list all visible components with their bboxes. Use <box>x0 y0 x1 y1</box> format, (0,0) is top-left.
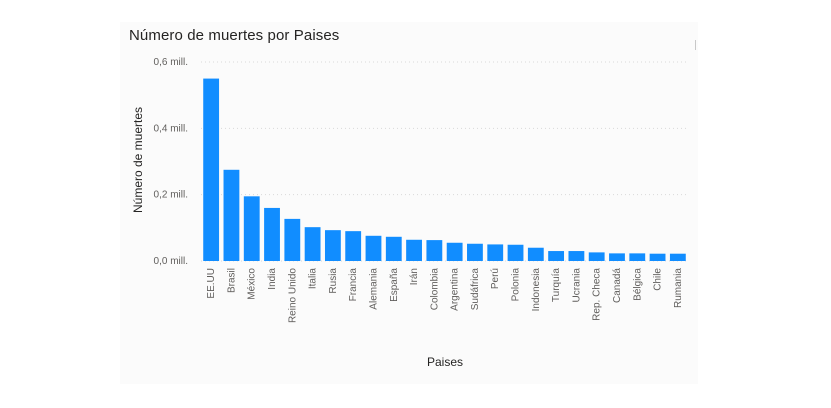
y-tick-label: 0,6 mill. <box>154 57 188 68</box>
bar[interactable] <box>467 243 483 261</box>
bar[interactable] <box>588 252 605 261</box>
bar[interactable] <box>609 253 625 261</box>
x-tick-label: Ucrania <box>571 268 582 303</box>
x-tick-label: Colombia <box>429 268 440 311</box>
bar[interactable] <box>365 235 382 261</box>
bar[interactable] <box>304 227 321 261</box>
x-tick-label: Francia <box>348 268 359 302</box>
bar[interactable] <box>243 196 260 261</box>
x-tick-label: Indonesia <box>531 268 542 312</box>
x-tick-label: Sudáfrica <box>470 268 481 311</box>
x-tick-label: Canadá <box>612 268 623 303</box>
x-axis-title: Paises <box>427 355 463 369</box>
x-tick-label: Rumania <box>673 268 684 308</box>
x-tick-label: Argentina <box>450 268 461 311</box>
x-tick-label: Alemania <box>368 268 379 310</box>
visual-edge-marker <box>695 40 696 50</box>
x-tick-label: Italia <box>308 268 319 290</box>
x-tick-label: Irán <box>409 268 420 285</box>
bar[interactable] <box>345 231 362 261</box>
x-tick-label: Polonia <box>511 268 522 302</box>
x-tick-label: España <box>389 268 400 302</box>
bar[interactable] <box>385 236 402 261</box>
y-axis-title: Número de muertes <box>131 107 145 213</box>
y-axis-ticks: 0,0 mill. 0,2 mill. 0,4 mill. 0,6 mill. <box>154 57 188 267</box>
bar[interactable] <box>527 247 544 261</box>
bar[interactable] <box>629 253 646 261</box>
bar[interactable] <box>324 230 341 261</box>
x-tick-label: Reino Unido <box>287 268 298 323</box>
x-tick-label: México <box>247 268 258 300</box>
x-tick-label: EE.UU <box>206 268 217 299</box>
bar[interactable] <box>284 218 301 261</box>
bar[interactable] <box>446 242 463 261</box>
x-tick-label: Turquía <box>551 268 562 303</box>
bar[interactable] <box>487 244 504 261</box>
x-tick-label: Rep. Checa <box>592 268 603 321</box>
x-tick-label: Chile <box>653 268 664 291</box>
chart-title: Número de muertes por Paises <box>129 27 340 44</box>
x-axis-labels: EE.UU Brasil México India Reino Unido Italia R… <box>206 268 684 323</box>
y-tick-label: 0,2 mill. <box>154 190 188 201</box>
bar[interactable] <box>568 251 585 261</box>
bar[interactable] <box>223 169 240 261</box>
x-tick-label: Brasil <box>226 268 237 293</box>
x-tick-label: Bélgica <box>632 268 643 301</box>
bar[interactable] <box>203 78 220 261</box>
bar[interactable] <box>264 207 280 261</box>
bar[interactable] <box>406 239 422 261</box>
bar[interactable] <box>507 244 524 261</box>
x-tick-label: Perú <box>490 268 501 289</box>
bar[interactable] <box>649 253 666 261</box>
bar[interactable] <box>548 251 565 261</box>
y-tick-label: 0,4 mill. <box>154 123 188 134</box>
bar[interactable] <box>669 253 686 261</box>
x-tick-label: India <box>267 268 278 290</box>
bar[interactable] <box>426 240 443 261</box>
y-tick-label: 0,0 mill. <box>154 256 188 267</box>
bars <box>203 78 686 261</box>
x-tick-label: Rusia <box>328 268 339 294</box>
